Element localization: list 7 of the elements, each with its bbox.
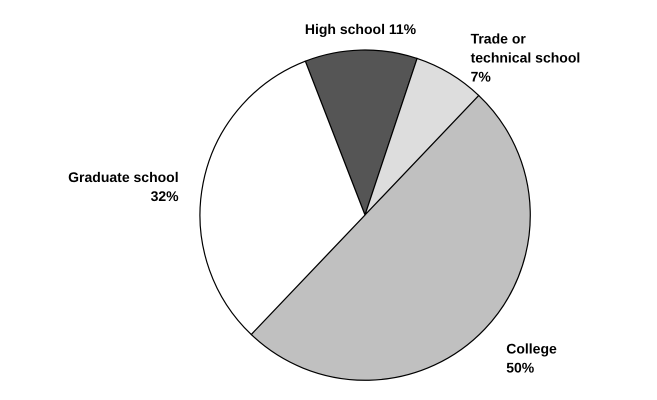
data-label: 32% bbox=[150, 188, 180, 204]
data-label: 7% bbox=[470, 68, 492, 84]
data-label: 50% bbox=[506, 359, 535, 376]
slice-label: High school 11% bbox=[304, 21, 417, 38]
slice-label: Graduate school bbox=[68, 169, 179, 186]
slice-label: College bbox=[506, 340, 557, 356]
slice-label: Trade or technical school bbox=[470, 30, 580, 66]
